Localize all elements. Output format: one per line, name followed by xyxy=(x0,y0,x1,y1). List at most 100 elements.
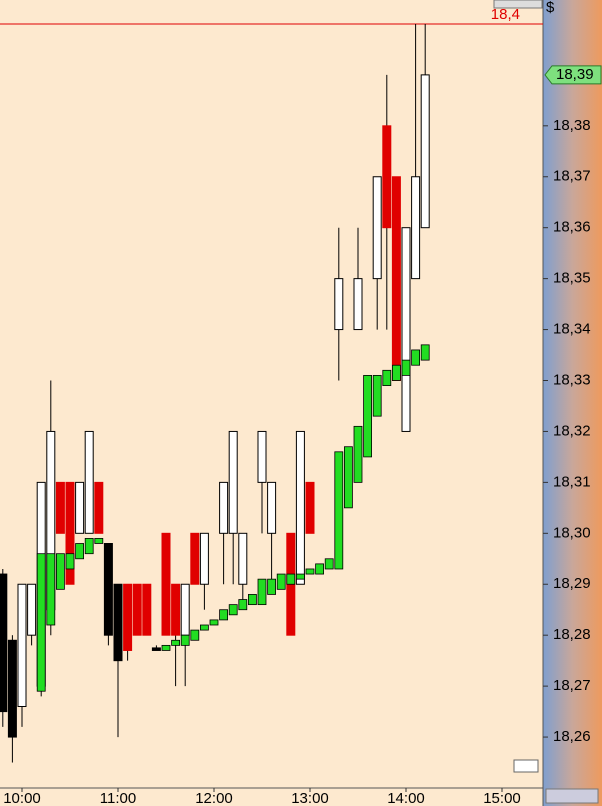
y-tick-label: 18,37 xyxy=(553,168,591,185)
indicator-box xyxy=(94,538,104,544)
y-tick-label: 18,29 xyxy=(553,575,591,592)
y-tick-label: 18,27 xyxy=(553,677,591,694)
indicator-box xyxy=(315,563,325,575)
candle-body xyxy=(142,583,152,636)
indicator-box xyxy=(267,578,277,595)
candle-body xyxy=(161,532,171,636)
indicator-box xyxy=(238,599,248,611)
indicator-box xyxy=(171,639,181,646)
indicator-box xyxy=(353,425,363,483)
indicator-box xyxy=(295,573,305,580)
y-tick-label: 18,31 xyxy=(553,473,591,490)
indicator-box xyxy=(411,349,421,366)
toolbar[interactable] xyxy=(493,0,543,9)
x-tick-label: 13:00 xyxy=(291,790,329,806)
candle-body xyxy=(151,647,161,651)
candle-body xyxy=(75,481,85,534)
indicator-box xyxy=(247,594,257,606)
candle-body xyxy=(238,532,248,585)
candle-body xyxy=(94,481,104,534)
candle-body xyxy=(0,573,8,713)
indicator-box xyxy=(305,568,315,575)
plot-area xyxy=(0,0,543,788)
candle-body xyxy=(401,227,411,432)
candle-body xyxy=(7,639,17,738)
indicator-box xyxy=(190,629,200,641)
indicator-box xyxy=(209,619,219,626)
price-axis-panel xyxy=(543,0,602,806)
y-tick-label: 18,30 xyxy=(553,524,591,541)
last-price-tag xyxy=(544,65,602,85)
indicator-box xyxy=(219,609,229,621)
x-tick-label: 15:00 xyxy=(483,790,521,806)
candle-body xyxy=(199,532,209,585)
candle-body xyxy=(382,125,392,229)
indicator-box xyxy=(363,375,373,458)
indicator-box xyxy=(276,573,286,590)
indicator-box xyxy=(324,558,334,570)
last-price-label: 18,39 xyxy=(556,66,594,83)
candle-body xyxy=(372,176,382,280)
candle-body xyxy=(295,430,305,585)
indicator-box xyxy=(228,604,238,616)
indicator-box xyxy=(372,375,382,417)
indicator-box xyxy=(382,369,392,386)
candle-body xyxy=(353,278,363,331)
candle-body xyxy=(305,481,315,534)
indicator-box xyxy=(161,644,171,651)
scroll-button[interactable] xyxy=(513,759,539,773)
indicator-box xyxy=(84,538,94,555)
x-tick-label: 11:00 xyxy=(100,790,136,806)
candle-body xyxy=(103,543,113,636)
x-tick-label: 14:00 xyxy=(387,790,425,806)
x-tick-label: 10:00 xyxy=(3,790,41,806)
candle-body xyxy=(267,481,277,534)
y-tick-label: 18,26 xyxy=(553,728,591,745)
y-tick-label: 18,34 xyxy=(553,321,591,338)
candle-body xyxy=(171,583,181,636)
currency-label: $ xyxy=(546,0,555,16)
candle-body xyxy=(17,583,27,708)
zoom-buttons[interactable] xyxy=(545,788,599,804)
indicator-box xyxy=(401,359,411,376)
price-line-label: 18,4 xyxy=(491,6,520,23)
candle-body xyxy=(420,74,430,229)
candle-body xyxy=(113,583,123,662)
candle-body xyxy=(219,481,229,534)
candle-body xyxy=(84,430,94,534)
candle-body xyxy=(123,583,133,651)
y-tick-label: 18,35 xyxy=(553,270,591,287)
y-tick-label: 18,38 xyxy=(553,117,591,134)
y-tick-label: 18,33 xyxy=(553,371,591,388)
candle-body xyxy=(391,176,401,382)
indicator-box xyxy=(65,553,75,570)
y-tick-label: 18,32 xyxy=(553,422,591,439)
indicator-box xyxy=(75,543,84,560)
indicator-box xyxy=(46,553,56,626)
toolbar-buttons[interactable] xyxy=(493,0,543,9)
candle-body xyxy=(228,430,238,534)
indicator-box xyxy=(343,446,353,509)
indicator-box xyxy=(36,553,46,692)
indicator-box xyxy=(180,634,190,646)
indicator-box xyxy=(56,553,65,590)
candle-body xyxy=(132,583,142,636)
indicator-box xyxy=(334,451,344,570)
candle-body xyxy=(180,583,190,636)
time-axis-panel xyxy=(0,788,543,806)
indicator-box xyxy=(257,578,267,606)
x-tick-label: 12:00 xyxy=(195,790,233,806)
y-tick-label: 18,28 xyxy=(553,626,591,643)
y-tick-label: 18,36 xyxy=(553,219,591,236)
candle-body xyxy=(190,532,200,585)
candle-body xyxy=(55,481,65,534)
indicator-box xyxy=(286,573,296,585)
candle-body xyxy=(257,430,267,483)
candle-body xyxy=(411,176,421,280)
indicator-box xyxy=(391,364,401,381)
candle-body xyxy=(65,481,75,585)
scroll-control[interactable] xyxy=(513,759,599,804)
indicator-box xyxy=(199,624,209,631)
